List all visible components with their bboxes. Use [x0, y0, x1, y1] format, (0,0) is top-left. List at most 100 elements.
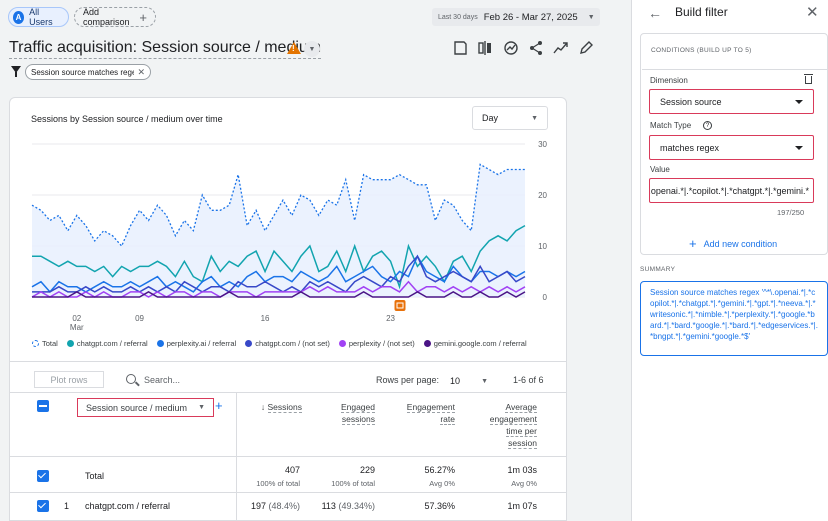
- close-icon[interactable]: ✕: [137, 66, 145, 77]
- pagination-info: 1-6 of 6: [513, 375, 544, 385]
- chevron-down-icon: ▼: [198, 404, 205, 411]
- add-dimension-button[interactable]: +: [215, 398, 223, 413]
- segment-avatar-icon: A: [13, 10, 25, 24]
- series-line: [32, 224, 526, 290]
- legend-label: perplexity / (not set): [348, 339, 415, 348]
- trend-icon[interactable]: [553, 40, 569, 56]
- legend-swatch: [66, 340, 74, 347]
- filter-chip-label: Session source matches regex: [31, 67, 135, 77]
- chevron-down-icon: ▼: [587, 13, 595, 21]
- row-sessions: 197 (48.4%): [250, 501, 300, 511]
- filter-chip[interactable]: Session source matches regex ✕: [25, 64, 151, 80]
- help-icon[interactable]: ?: [703, 121, 712, 130]
- legend-item[interactable]: perplexity.ai / referral: [156, 339, 237, 348]
- customize-report-icon[interactable]: [452, 40, 468, 56]
- dimension-select[interactable]: Session source / medium ▼: [77, 398, 214, 417]
- divider: [10, 361, 566, 362]
- summary-text: Session source matches regex '^*\.openai…: [640, 281, 828, 356]
- add-condition-button[interactable]: + Add new condition: [689, 236, 777, 251]
- compare-icon[interactable]: [477, 40, 493, 56]
- legend-swatch: [338, 340, 346, 347]
- report-card: Sessions by Session source / medium over…: [9, 97, 567, 521]
- row-engaged: 113 (49.34%): [321, 501, 375, 511]
- dimension-label: Dimension: [650, 76, 688, 85]
- value-input-text: ^*\.openai.*|.*copilot.*|.*chatgpt.*|.*g…: [649, 185, 809, 196]
- search-icon: [126, 374, 136, 384]
- total-rate-sub: Avg 0%: [429, 479, 455, 488]
- total-engaged-sub: 100% of total: [331, 479, 375, 488]
- column-header-engagement-rate[interactable]: Engagement rate: [406, 402, 455, 425]
- legend-item[interactable]: perplexity / (not set): [338, 339, 415, 348]
- add-comparison-button[interactable]: Add comparison +: [74, 7, 156, 27]
- column-header-engaged-sessions[interactable]: Engaged sessions: [340, 402, 375, 425]
- x-tick-label: 23: [386, 314, 395, 323]
- total-sessions: 407: [284, 465, 300, 475]
- legend-label: perplexity.ai / referral: [166, 339, 237, 348]
- insights-icon[interactable]: [503, 40, 519, 56]
- y-tick-label: 20: [538, 191, 547, 200]
- legend-item[interactable]: Total: [32, 339, 58, 348]
- back-arrow-icon[interactable]: ←: [648, 5, 662, 21]
- legend-item[interactable]: chatgpt.com / referral: [66, 339, 148, 348]
- series-line: [32, 291, 526, 298]
- column-header-sessions[interactable]: ↓ Sessions: [260, 402, 302, 413]
- match-type-value: matches regex: [660, 142, 720, 153]
- total-area: [32, 164, 525, 297]
- edit-pencil-icon[interactable]: [578, 40, 594, 56]
- total-label: Total: [85, 471, 105, 481]
- add-comparison-label: Add comparison: [83, 7, 130, 27]
- date-range-label: Last 30 days: [438, 13, 478, 21]
- chevron-down-icon: ▼: [531, 114, 538, 122]
- warning-icon[interactable]: [287, 42, 301, 54]
- total-row-checkbox[interactable]: [37, 470, 49, 482]
- plot-rows-button[interactable]: Plot rows: [34, 371, 104, 388]
- total-avg-sub: Avg 0%: [511, 479, 537, 488]
- build-filter-panel: ← Build filter ✕ CONDITIONS (BUILD UP TO…: [631, 0, 828, 521]
- dimension-select-value: Session source / medium: [86, 402, 188, 413]
- legend-swatch: [156, 340, 164, 347]
- granularity-select[interactable]: Day ▼: [472, 106, 548, 130]
- share-icon[interactable]: [528, 40, 544, 56]
- rows-per-page-label: Rows per page:: [376, 375, 440, 385]
- dimension-dropdown[interactable]: Session source: [649, 89, 814, 114]
- plus-icon: +: [139, 9, 147, 25]
- total-avg: 1m 03s: [507, 465, 537, 475]
- summary-label: SUMMARY: [640, 266, 676, 273]
- title-dropdown-button[interactable]: ▼: [304, 41, 320, 57]
- divider: [10, 392, 566, 393]
- legend-item[interactable]: chatgpt.com / (not set): [245, 339, 330, 348]
- total-sessions-sub: 100% of total: [256, 479, 300, 488]
- match-type-label: Match Type: [650, 121, 692, 130]
- x-tick-label: 02: [72, 314, 81, 323]
- legend-item[interactable]: gemini.google.com / referral: [423, 339, 527, 348]
- row-dimension-value[interactable]: chatgpt.com / referral: [85, 501, 171, 511]
- trash-icon[interactable]: [804, 74, 813, 84]
- annotation-icon[interactable]: [394, 300, 406, 311]
- conditions-header: CONDITIONS (BUILD UP TO 5): [651, 47, 752, 54]
- close-icon[interactable]: ✕: [806, 4, 819, 21]
- legend-swatch: [32, 340, 39, 347]
- row-rate: 57.36%: [424, 501, 455, 511]
- divider: [642, 69, 827, 70]
- rows-per-page-value: 10: [450, 376, 461, 386]
- x-tick-label: Mar: [70, 323, 84, 332]
- value-input[interactable]: ^*\.openai.*|.*copilot.*|.*chatgpt.*|.*g…: [649, 178, 814, 203]
- row-checkbox[interactable]: [37, 500, 49, 512]
- legend-swatch: [423, 340, 431, 347]
- legend-label: Total: [42, 339, 58, 348]
- match-type-dropdown[interactable]: matches regex: [649, 135, 814, 160]
- date-range-picker[interactable]: Last 30 days Feb 26 - Mar 27, 2025 ▼: [432, 8, 600, 26]
- column-header-avg-engagement-time[interactable]: Average engagement time per session: [489, 402, 537, 449]
- date-range-value: Feb 26 - Mar 27, 2025: [483, 11, 578, 23]
- legend-swatch: [245, 340, 253, 347]
- character-counter: 197/250: [777, 208, 805, 217]
- search-input[interactable]: Search...: [144, 375, 181, 385]
- chevron-down-icon: ▼: [481, 377, 488, 385]
- legend-label: chatgpt.com / referral: [76, 339, 148, 348]
- x-tick-label: 16: [261, 314, 270, 323]
- total-engaged: 229: [359, 465, 375, 475]
- select-all-checkbox[interactable]: [37, 400, 49, 412]
- rows-per-page-select[interactable]: 10 ▼: [450, 374, 488, 388]
- segment-chip-all-users[interactable]: A All Users: [8, 7, 69, 27]
